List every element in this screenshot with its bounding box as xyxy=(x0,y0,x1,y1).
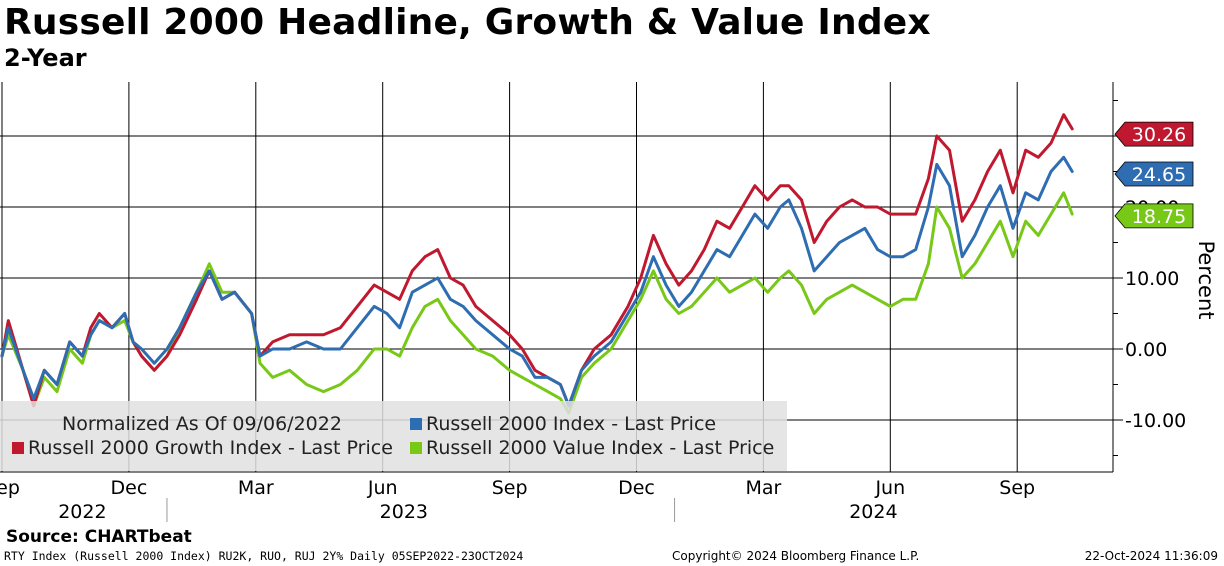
chart-title: Russell 2000 Headline, Growth & Value In… xyxy=(4,2,931,43)
x-tick-label: Mar xyxy=(238,477,274,499)
series-line-russell-2000-index xyxy=(0,155,1074,408)
legend-swatch-growth xyxy=(12,442,24,454)
x-year-label: 2023 xyxy=(380,501,428,523)
legend-item-growth: Russell 2000 Growth Index - Last Price xyxy=(12,437,393,459)
legend-label-growth: Russell 2000 Growth Index - Last Price xyxy=(28,437,393,459)
x-tick-label: Jun xyxy=(367,477,398,499)
y-tick-label: 0.00 xyxy=(1125,339,1167,361)
last-value-badge xyxy=(1114,121,1194,147)
legend-label-headline: Russell 2000 Index - Last Price xyxy=(426,413,717,435)
x-tick-label: Mar xyxy=(745,477,781,499)
last-value-badge xyxy=(1114,161,1194,187)
last-value-text: 24.65 xyxy=(1132,164,1186,186)
legend-normalized-note: Normalized As Of 09/06/2022 xyxy=(62,413,342,435)
y-tick-label: -10.00 xyxy=(1125,410,1186,432)
x-tick-label: Sep xyxy=(999,477,1035,499)
last-value-text: 30.26 xyxy=(1132,124,1186,146)
chart-subtitle: 2-Year xyxy=(4,44,87,72)
source-note: Source: CHARTbeat xyxy=(6,527,192,547)
x-tick-label: Jun xyxy=(874,477,905,499)
x-year-label: 2024 xyxy=(849,501,897,523)
series-line-russell-2000-value-index xyxy=(0,191,1074,415)
x-tick-label: Sep xyxy=(0,477,20,499)
legend: Normalized As Of 09/06/2022 Russell 2000… xyxy=(0,401,787,471)
last-value-russell-2000-growth-index: 30.26 xyxy=(1114,121,1194,147)
last-value-russell-2000-value-index: 18.75 xyxy=(1114,203,1194,229)
legend-swatch-value xyxy=(410,442,422,454)
x-tick-label: Dec xyxy=(111,477,148,499)
last-value-badge xyxy=(1114,203,1194,229)
x-tick-label: Dec xyxy=(618,477,655,499)
x-axis: Sep Dec Mar Jun Sep Dec Mar Jun Sep 2022 2023 2024 xyxy=(0,471,1113,523)
series-layer xyxy=(0,113,1074,415)
legend-label-value: Russell 2000 Value Index - Last Price xyxy=(426,437,775,459)
legend-item-headline: Russell 2000 Index - Last Price xyxy=(410,413,716,435)
legend-item-value: Russell 2000 Value Index - Last Price xyxy=(410,437,774,459)
footer-timestamp: 22-Oct-2024 11:36:09 xyxy=(1084,549,1218,563)
last-value-russell-2000-index: 24.65 xyxy=(1114,161,1194,187)
x-year-label: 2022 xyxy=(58,501,106,523)
footer-copyright: Copyright© 2024 Bloomberg Finance L.P. xyxy=(672,549,920,563)
last-value-labels: 24.65 30.26 18.75 xyxy=(1114,121,1194,229)
series-line-russell-2000-growth-index xyxy=(0,113,1074,408)
footer-ticker-info: RTY Index (Russell 2000 Index) RU2K, RUO… xyxy=(4,549,524,563)
x-tick-label: Sep xyxy=(492,477,528,499)
legend-swatch-headline xyxy=(410,418,422,430)
last-value-text: 18.75 xyxy=(1132,206,1186,228)
y-tick-label: 10.00 xyxy=(1125,268,1179,290)
y-axis-label: Percent xyxy=(1194,240,1218,319)
